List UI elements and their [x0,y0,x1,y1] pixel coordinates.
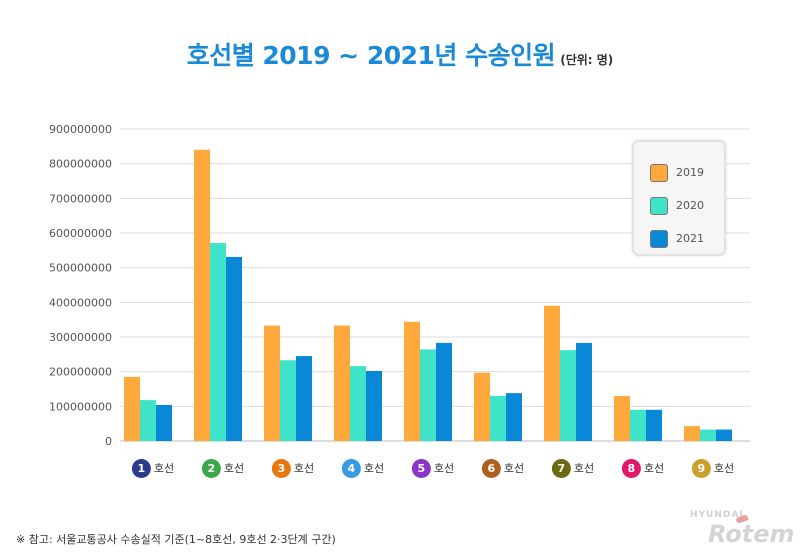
chart-title-unit: (단위: 명) [560,53,614,67]
x-tick-label-line-4: 4 호선 [341,458,385,478]
line-number-badge: 6 [481,458,501,478]
line-label: 호선 [153,462,175,475]
bar-2020-line-2 [210,243,226,441]
x-tick-label-line-8: 8 호선 [621,458,665,478]
y-tick-label: 600000000 [49,227,112,240]
bar-2020-line-4 [350,366,366,441]
y-tick-label: 100000000 [49,400,112,413]
line-number-badge: 4 [341,458,361,478]
line-number-badge: 5 [411,458,431,478]
bar-2019-line-8 [614,395,630,441]
chart-title: 호선별 2019 ~ 2021년 수송인원 (단위: 명) [0,36,800,72]
y-tick-label: 500000000 [49,262,112,275]
bar-2021-line-9 [716,429,732,441]
legend-label-2021: 2021 [676,232,704,245]
bar-2019-line-5 [404,321,420,441]
y-tick-label: 700000000 [49,192,112,205]
bar-2020-line-8 [630,409,646,441]
bar-2019-line-6 [474,372,490,441]
legend-swatch-2019 [650,163,668,182]
x-tick-label-line-9: 9 호선 [691,458,735,478]
line-label: 호선 [503,462,525,475]
legend-label-2020: 2020 [676,199,704,212]
x-axis-labels: 1 호선 2 호선 3 호선 4 호선 5 호선 6 호선 7 호선 8 호선 9 호선 [0,458,800,478]
bar-2021-line-1 [156,404,172,441]
line-number-badge: 9 [691,458,711,478]
line-number-badge: 3 [271,458,291,478]
bar-2019-line-7 [544,305,560,441]
bar-2020-line-3 [280,360,296,441]
legend-swatch-2020 [650,196,668,215]
line-label: 호선 [433,462,455,475]
bar-2019-line-1 [124,376,140,441]
bar-2021-line-6 [506,393,522,441]
bar-2020-line-9 [700,429,716,441]
x-tick-label-line-5: 5 호선 [411,458,455,478]
x-tick-label-line-1: 1 호선 [131,458,175,478]
bar-2021-line-2 [226,256,242,441]
line-number-badge: 7 [551,458,571,478]
line-label: 호선 [643,462,665,475]
y-tick-label: 900000000 [49,123,112,136]
legend-item-2020: 2020 [634,189,724,222]
legend-item-2019: 2019 [634,156,724,189]
bar-2021-line-8 [646,409,662,441]
x-tick-label-line-6: 6 호선 [481,458,525,478]
legend-label-2019: 2019 [676,166,704,179]
y-tick-label: 400000000 [49,296,112,309]
bar-2021-line-4 [366,370,382,441]
bar-2021-line-5 [436,342,452,441]
chart-legend: 2019 2020 2021 [632,140,726,256]
x-tick-label-line-2: 2 호선 [201,458,245,478]
bar-2020-line-6 [490,395,506,441]
bar-2019-line-9 [684,426,700,441]
x-tick-label-line-7: 7 호선 [551,458,595,478]
bar-2020-line-5 [420,349,436,441]
y-tick-label: 200000000 [49,366,112,379]
line-number-badge: 2 [201,458,221,478]
hyundai-rotem-logo: HYUNDAI Rotem [690,510,795,552]
bar-2020-line-7 [560,350,576,441]
line-label: 호선 [363,462,385,475]
logo-brand: HYUNDAI [690,510,744,520]
line-label: 호선 [223,462,245,475]
legend-swatch-2021 [650,229,668,248]
line-number-badge: 8 [621,458,641,478]
bar-2019-line-2 [194,149,210,442]
bar-2020-line-1 [140,400,156,441]
footnote: ※ 참고: 서울교통공사 수송실적 기준(1~8호선, 9호선 2·3단계 구간… [16,533,336,546]
logo-name: Rotem [708,520,795,548]
y-tick-label: 0 [105,435,112,448]
legend-item-2021: 2021 [634,222,724,255]
bar-2019-line-4 [334,325,350,441]
bar-2021-line-7 [576,342,592,441]
y-tick-label: 800000000 [49,158,112,171]
x-tick-label-line-3: 3 호선 [271,458,315,478]
line-number-badge: 1 [131,458,151,478]
bar-2021-line-3 [296,356,312,441]
chart-title-main: 호선별 2019 ~ 2021년 수송인원 [186,41,556,70]
y-tick-label: 300000000 [49,331,112,344]
line-label: 호선 [713,462,735,475]
line-label: 호선 [293,462,315,475]
line-label: 호선 [573,462,595,475]
bar-2019-line-3 [264,325,280,441]
